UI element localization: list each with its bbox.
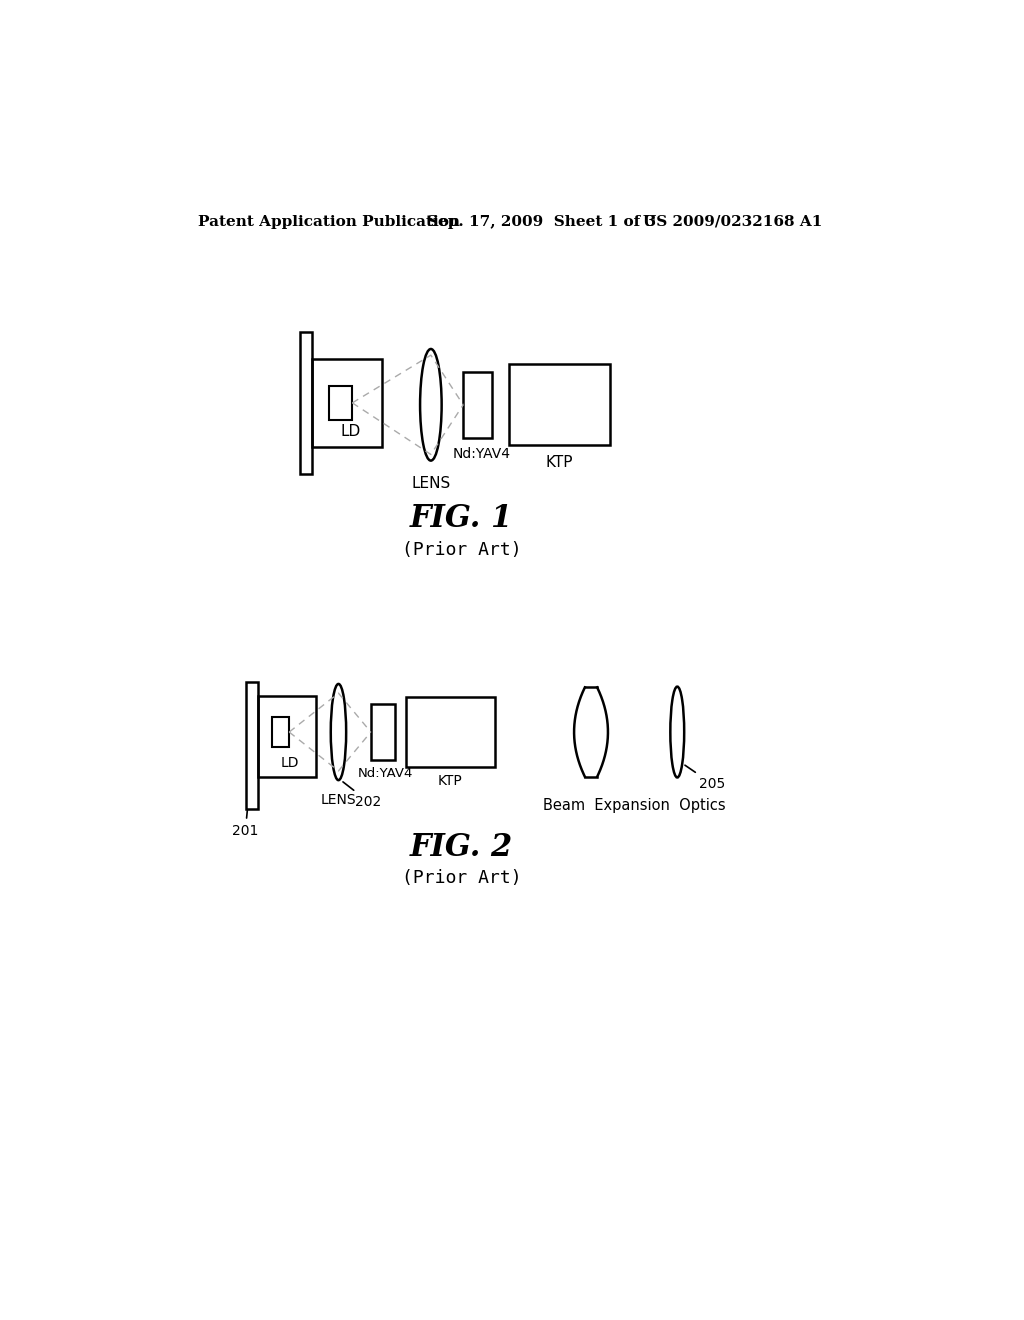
Text: KTP: KTP — [438, 774, 463, 788]
Bar — [509, 364, 609, 445]
Text: US 2009/0232168 A1: US 2009/0232168 A1 — [643, 215, 822, 228]
Text: (Prior Art): (Prior Art) — [401, 870, 521, 887]
Text: LENS: LENS — [412, 477, 451, 491]
Text: Nd:YAV4: Nd:YAV4 — [357, 767, 413, 780]
Text: 201: 201 — [232, 810, 259, 838]
Bar — [300, 331, 312, 474]
Text: (Prior Art): (Prior Art) — [401, 541, 521, 558]
Bar — [246, 682, 258, 809]
Text: 205: 205 — [685, 766, 725, 791]
Text: FIG. 1: FIG. 1 — [410, 503, 513, 535]
Text: Nd:YAV4: Nd:YAV4 — [453, 447, 511, 462]
Text: LD: LD — [340, 424, 360, 440]
Bar — [330, 385, 352, 420]
Bar — [272, 718, 289, 747]
Bar — [312, 359, 382, 447]
Text: FIG. 2: FIG. 2 — [410, 832, 513, 863]
Text: Sep. 17, 2009  Sheet 1 of 3: Sep. 17, 2009 Sheet 1 of 3 — [427, 215, 656, 228]
Bar — [258, 696, 316, 776]
Bar — [463, 372, 493, 437]
Text: LD: LD — [281, 756, 299, 770]
Text: 202: 202 — [343, 781, 382, 809]
Text: LENS: LENS — [321, 793, 356, 808]
Text: Beam  Expansion  Optics: Beam Expansion Optics — [543, 799, 725, 813]
Bar — [407, 697, 495, 767]
Text: KTP: KTP — [546, 454, 573, 470]
Text: Patent Application Publication: Patent Application Publication — [199, 215, 461, 228]
Bar — [371, 705, 395, 760]
